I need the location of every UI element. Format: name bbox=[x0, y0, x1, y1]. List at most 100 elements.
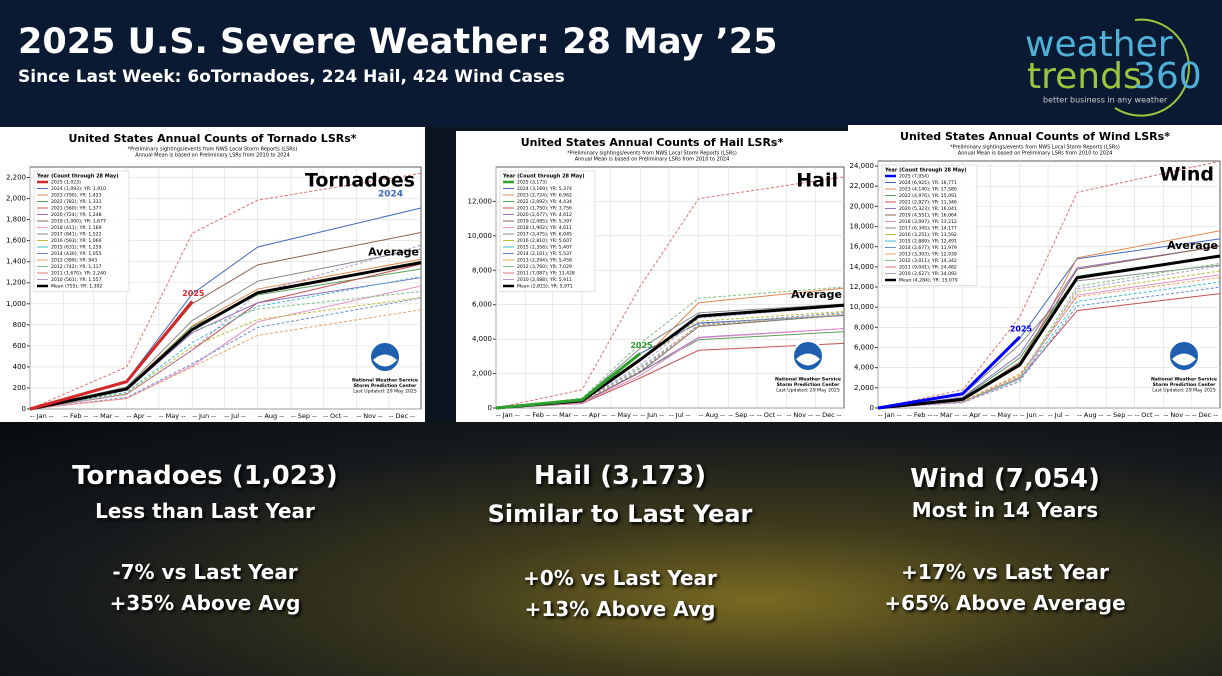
x-tick-label: -- Jun -- bbox=[640, 411, 664, 419]
series-line bbox=[29, 296, 422, 410]
legend-label: 2015 (2,889); YR: 12,491 bbox=[899, 239, 957, 245]
summary-line: +13% Above Avg bbox=[524, 597, 716, 621]
summary-heading: Wind (7,054) bbox=[910, 464, 1100, 495]
y-tick-label: 1,000 bbox=[6, 300, 26, 308]
legend-label: 2015 (2,358); YR: 5,407 bbox=[517, 245, 572, 251]
y-tick-label: 2,200 bbox=[6, 174, 26, 182]
y-tick-label: 8,000 bbox=[472, 266, 492, 274]
x-tick-label: -- Nov -- bbox=[357, 412, 384, 420]
legend-label: 2013 (2,294); YR: 5,458 bbox=[517, 258, 572, 264]
summary-line: +65% Above Average bbox=[884, 591, 1126, 615]
panel-label: Wind bbox=[1159, 164, 1214, 186]
y-tick-label: 1,400 bbox=[6, 258, 26, 266]
credit: Last Updated: 29 May 2025 bbox=[776, 388, 840, 394]
x-tick-label: -- May -- bbox=[159, 412, 187, 420]
x-tick-label: -- Feb -- bbox=[526, 411, 552, 419]
current-label: 2025 bbox=[182, 289, 205, 298]
legend-label: Mean (2,815); YR: 5,971 bbox=[517, 284, 573, 290]
legend-label: 2025 (7,054) bbox=[899, 174, 929, 180]
title: 2025 U.S. Severe Weather: 28 May ’25 bbox=[18, 22, 778, 62]
logo-arc bbox=[1114, 18, 1190, 117]
chart-subtitle: Annual Mean is based on Preliminary LSRs… bbox=[958, 151, 1113, 157]
x-tick-label: -- Mar -- bbox=[552, 411, 578, 419]
legend-label: 2020 (5,323); YR: 16,041 bbox=[899, 206, 957, 212]
average-label: Average bbox=[368, 246, 419, 259]
legend-label: 2010 (2,488); YR: 5,911 bbox=[517, 277, 572, 283]
series-line bbox=[877, 262, 1221, 409]
y-tick-label: 400 bbox=[13, 363, 26, 371]
x-tick-label: -- Oct -- bbox=[757, 411, 782, 419]
x-tick-label: -- Nov -- bbox=[1164, 411, 1191, 419]
y-tick-label: 800 bbox=[13, 321, 26, 329]
legend-label: 2019 (1,000); YR: 1,677 bbox=[51, 219, 106, 225]
current-label: 2025 bbox=[630, 341, 653, 350]
legend-label: 2010 (561); YR: 1,557 bbox=[51, 277, 102, 283]
legend-label: 2013 (3,393); YR: 12,939 bbox=[899, 252, 957, 258]
legend-label: 2023 (2,724); YR: 6,962 bbox=[517, 193, 572, 199]
credit: National Weather Service bbox=[1151, 377, 1217, 383]
y-tick-label: 24,000 bbox=[850, 162, 875, 170]
y-tick-label: 16,000 bbox=[850, 243, 875, 251]
summary-sub: Similar to Last Year bbox=[487, 500, 753, 529]
legend-title: Year (Count through 28 May) bbox=[502, 174, 585, 180]
y-tick-label: 4,000 bbox=[854, 364, 874, 372]
legend-label: 2019 (4,551); YR: 16,064 bbox=[899, 213, 957, 219]
noaa-logo-bird bbox=[1172, 353, 1196, 366]
credit: Storm Prediction Center bbox=[354, 383, 418, 389]
legend-box bbox=[499, 170, 596, 292]
credit: National Weather Service bbox=[352, 378, 418, 384]
legend-label: 2017 (3,475); YR: 6,045 bbox=[517, 232, 572, 238]
legend-label: 2016 (593); YR: 1,060 bbox=[51, 238, 102, 244]
y-tick-label: 10,000 bbox=[468, 232, 493, 240]
chart-subtitle: Annual Mean is based on Preliminary LSRs… bbox=[575, 157, 730, 163]
highlight-label: 2024 bbox=[378, 190, 403, 200]
header: 2025 U.S. Severe Weather: 28 May ’25 Sin… bbox=[0, 0, 1222, 127]
x-tick-label: -- Apr -- bbox=[963, 411, 988, 419]
credit: Storm Prediction Center bbox=[1153, 382, 1217, 388]
legend-label: 2012 (3,011); YR: 14,342 bbox=[899, 258, 957, 264]
legend-label: 2025 (3,173) bbox=[517, 180, 547, 186]
logo: weather trends 360 better business in an… bbox=[1025, 18, 1202, 117]
legend-title: Year (Count through 28 May) bbox=[884, 168, 967, 174]
series-line bbox=[29, 276, 422, 410]
x-tick-label: -- Mar -- bbox=[93, 412, 119, 420]
x-tick-label: -- Dec -- bbox=[389, 412, 416, 420]
average-label: Average bbox=[1167, 239, 1218, 252]
logo-tagline: better business in any weather bbox=[1043, 96, 1168, 105]
legend-label: 2021 (2,927); YR: 11,346 bbox=[899, 200, 957, 206]
legend-box bbox=[33, 170, 130, 292]
y-tick-label: 4,000 bbox=[472, 335, 492, 343]
legend-label: 2021 (1,750); YR: 3,756 bbox=[517, 206, 572, 212]
chart: United States Annual Counts of Wind LSRs… bbox=[848, 125, 1222, 422]
x-tick-label: -- Jun -- bbox=[1020, 411, 1044, 419]
legend-label: 2011 (1,670); YR: 2,240 bbox=[51, 271, 106, 277]
chart: United States Annual Counts of Tornado L… bbox=[0, 127, 425, 422]
legend-label: 2022 (782); YR: 1,331 bbox=[51, 199, 102, 205]
summary-heading: Hail (3,173) bbox=[533, 461, 707, 492]
legend-label: 2015 (631); YR: 1,259 bbox=[51, 245, 102, 251]
series-line bbox=[29, 244, 422, 410]
legend-label: 2025 (1,023) bbox=[51, 180, 81, 186]
legend-label: 2021 (560); YR: 1,377 bbox=[51, 206, 102, 212]
legend-label: Mean (4,284); YR: 15,079 bbox=[899, 278, 958, 284]
y-tick-label: 0 bbox=[22, 405, 26, 413]
series-line bbox=[877, 254, 1221, 410]
subtitle: Since Last Week: 6oTornadoes, 224 Hail, … bbox=[18, 67, 565, 87]
summary-line: +35% Above Avg bbox=[109, 591, 301, 615]
summary-heading: Tornadoes (1,023) bbox=[72, 461, 338, 492]
panel-label: Tornadoes bbox=[305, 170, 415, 192]
x-tick-label: -- Dec -- bbox=[815, 411, 842, 419]
legend-label: 2024 (3,169); YR: 5,374 bbox=[517, 186, 572, 192]
x-tick-label: -- Sep -- bbox=[291, 412, 317, 420]
legend-label: 2011 (9,041); YR: 24,482 bbox=[899, 265, 957, 271]
y-tick-label: 0 bbox=[870, 404, 874, 412]
credit: National Weather Service bbox=[775, 377, 841, 383]
y-tick-label: 20,000 bbox=[850, 202, 875, 210]
legend-label: 2023 (790); YR: 1,423 bbox=[51, 193, 102, 199]
y-tick-label: 12,000 bbox=[468, 197, 493, 205]
chart: United States Annual Counts of Hail LSRs… bbox=[456, 131, 848, 422]
legend-label: 2014 (2,161); YR: 5,537 bbox=[517, 251, 572, 257]
y-tick-label: 1,200 bbox=[6, 279, 26, 287]
x-tick-label: -- Dec -- bbox=[1192, 411, 1219, 419]
